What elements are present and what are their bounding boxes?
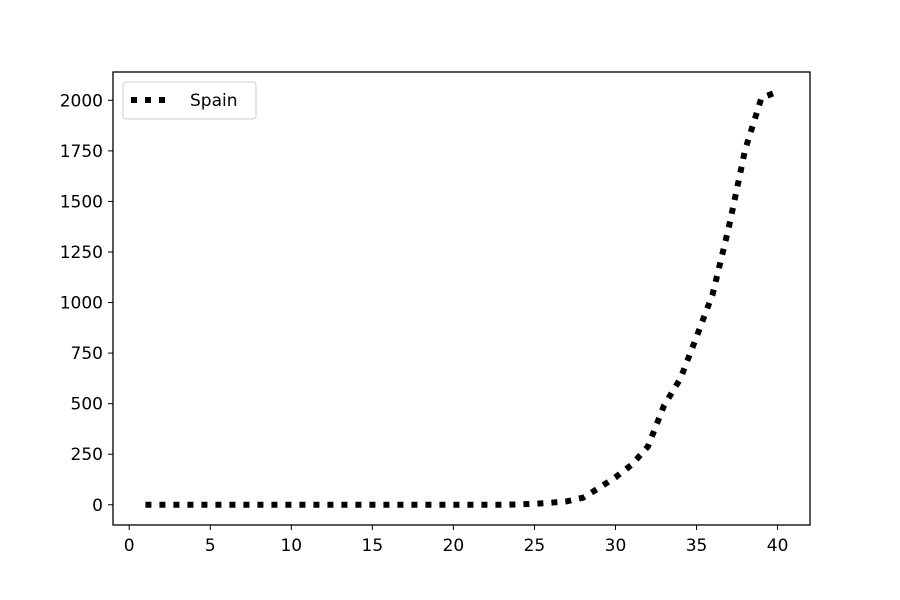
legend: Spain: [122, 81, 257, 120]
y-tick-label: 2000: [60, 91, 103, 111]
y-tick-label: 0: [92, 496, 103, 516]
axes-frame: [112, 71, 811, 526]
x-tick-label: 15: [362, 536, 384, 556]
y-tick-label: 1750: [60, 142, 103, 162]
series-layer: [145, 88, 779, 508]
y-tick-label: 250: [71, 445, 103, 465]
y-tick-label: 1500: [60, 192, 103, 212]
legend-box: [122, 81, 257, 120]
series-line-spain: [145, 88, 779, 508]
y-axis: 0 250 500 750 1000 1250 1500 1750 2000: [60, 91, 113, 516]
y-tick-label: 1000: [60, 294, 103, 314]
x-tick-label: 0: [124, 536, 135, 556]
y-tick-label: 1250: [60, 243, 103, 263]
x-tick-label: 10: [280, 536, 302, 556]
legend-label-spain: Spain: [190, 91, 238, 111]
x-tick-label: 40: [767, 536, 789, 556]
x-tick-label: 35: [686, 536, 708, 556]
x-tick-label: 20: [443, 536, 465, 556]
x-tick-label: 30: [605, 536, 627, 556]
y-tick-label: 500: [71, 395, 103, 415]
x-tick-label: 25: [524, 536, 546, 556]
x-axis: 0 5 10 15 20 25 30 35 40: [124, 525, 789, 556]
x-tick-label: 5: [205, 536, 216, 556]
y-tick-label: 750: [71, 344, 103, 364]
